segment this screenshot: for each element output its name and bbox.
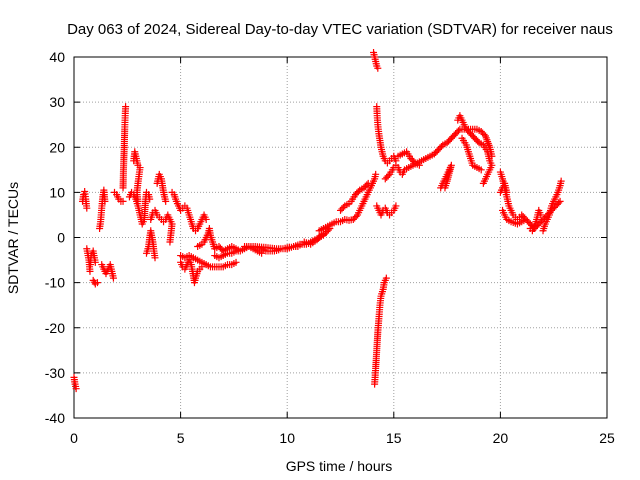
y-tick-label: -10 xyxy=(45,275,65,291)
data-point xyxy=(83,204,91,212)
y-tick-label: -20 xyxy=(45,320,65,336)
x-tick-label: 10 xyxy=(279,430,295,446)
data-point xyxy=(275,246,283,254)
x-tick-label: 20 xyxy=(493,430,509,446)
data-point xyxy=(202,215,210,223)
data-point xyxy=(296,241,304,249)
data-point xyxy=(109,274,117,282)
y-tick-label: 10 xyxy=(49,184,65,200)
y-tick-label: 40 xyxy=(49,49,65,65)
data-points xyxy=(70,48,565,393)
x-tick-label: 5 xyxy=(177,430,185,446)
y-tick-label: 0 xyxy=(57,230,65,246)
data-point xyxy=(384,172,392,180)
y-tick-label: 30 xyxy=(49,94,65,110)
data-point xyxy=(374,64,382,72)
data-point xyxy=(166,238,174,246)
grid-lines xyxy=(74,57,607,418)
y-tick-label: 20 xyxy=(49,139,65,155)
data-point xyxy=(352,212,360,220)
data-point xyxy=(232,258,240,266)
data-point xyxy=(503,188,511,196)
data-point xyxy=(146,195,154,203)
data-point xyxy=(372,170,380,178)
y-tick-label: -40 xyxy=(45,410,65,426)
data-point xyxy=(454,127,462,135)
data-point xyxy=(93,279,101,287)
data-point xyxy=(555,199,563,207)
data-point xyxy=(520,217,528,225)
data-point xyxy=(441,184,449,192)
data-point xyxy=(382,274,390,282)
chart-title: Day 063 of 2024, Sidereal Day-to-day VTE… xyxy=(67,21,613,38)
x-tick-label: 25 xyxy=(599,430,615,446)
data-point xyxy=(86,267,94,275)
data-point xyxy=(415,161,423,169)
data-point xyxy=(363,181,371,189)
data-point xyxy=(556,197,564,205)
y-axis-ticks: -40 -30 -20 -10 0 10 20 30 40 xyxy=(45,49,607,426)
data-point xyxy=(392,202,400,210)
data-point xyxy=(354,188,362,196)
data-point xyxy=(410,158,418,166)
x-axis-ticks: 0 5 10 15 20 25 xyxy=(70,57,615,446)
data-point xyxy=(119,197,127,205)
data-point xyxy=(162,197,170,205)
x-tick-label: 15 xyxy=(386,430,402,446)
y-tick-label: -30 xyxy=(45,365,65,381)
data-point xyxy=(151,254,159,262)
data-point xyxy=(285,243,293,251)
data-point xyxy=(101,197,109,205)
x-tick-label: 0 xyxy=(70,430,78,446)
data-point xyxy=(461,123,469,131)
data-point xyxy=(364,179,372,187)
data-point xyxy=(316,233,324,241)
data-point xyxy=(339,203,347,211)
data-point xyxy=(72,385,80,393)
data-point xyxy=(537,211,545,219)
data-point xyxy=(91,258,99,266)
data-point xyxy=(487,164,495,172)
data-point xyxy=(477,166,485,174)
data-point xyxy=(234,247,242,255)
y-axis-label: SDTVAR / TECUs xyxy=(5,182,21,294)
data-point xyxy=(122,103,130,111)
data-point xyxy=(557,177,565,185)
data-point xyxy=(437,142,445,150)
x-axis-label: GPS time / hours xyxy=(286,458,393,474)
data-point xyxy=(474,137,482,145)
